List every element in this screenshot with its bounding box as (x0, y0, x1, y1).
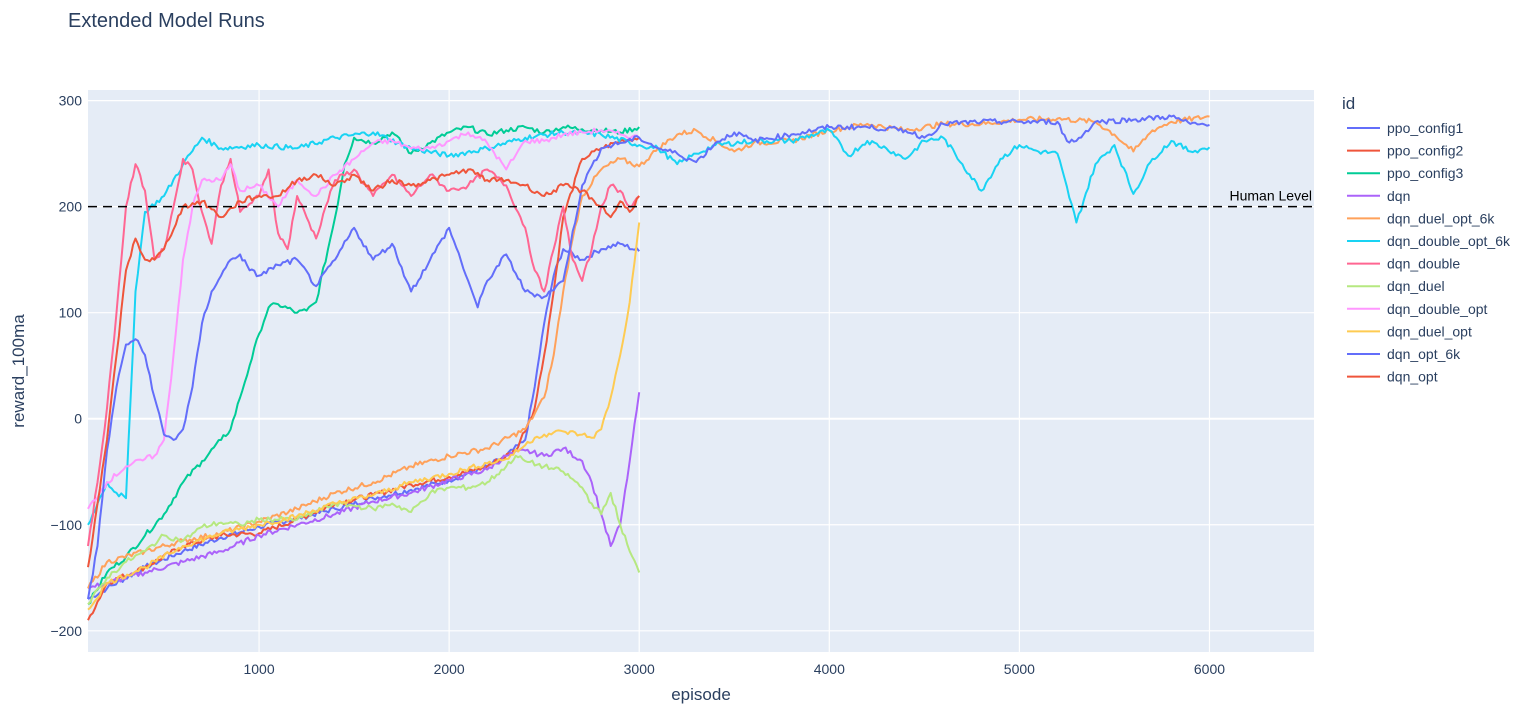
series-line-dqn_opt (87, 168, 640, 568)
legend-label-ppo_config1: ppo_config1 (1387, 120, 1464, 136)
legend-label-dqn_duel_opt_6k: dqn_duel_opt_6k (1387, 210, 1495, 226)
legend-label-ppo_config2: ppo_config2 (1387, 143, 1464, 159)
series-line-dqn_duel (87, 454, 641, 605)
x-tick-label: 2000 (434, 661, 465, 677)
y-tick-label: 200 (59, 199, 83, 215)
x-tick-labels: 1000 2000 3000 4000 5000 6000 (243, 661, 1225, 677)
legend-label-dqn_opt: dqn_opt (1387, 369, 1438, 385)
y-axis-title: reward_100ma (9, 314, 28, 428)
series-line-dqn_duel_opt (87, 222, 641, 611)
x-tick-label: 3000 (624, 661, 655, 677)
legend-title: id (1342, 94, 1355, 113)
series-line-dqn_double (87, 157, 640, 547)
chart-title: Extended Model Runs (68, 10, 265, 32)
series-layer (87, 114, 1211, 621)
grid-layer (88, 90, 1314, 652)
x-tick-label: 6000 (1194, 661, 1225, 677)
plot-background (88, 90, 1314, 652)
x-axis-title: episode (671, 685, 731, 704)
x-tick-label: 4000 (814, 661, 845, 677)
legend-label-dqn: dqn (1387, 188, 1410, 204)
y-tick-label: 300 (59, 93, 83, 109)
legend-label-ppo_config3: ppo_config3 (1387, 165, 1464, 181)
series-line-ppo_config3 (87, 124, 640, 606)
x-tick-label: 1000 (243, 661, 274, 677)
y-tick-label: 100 (59, 305, 83, 321)
legend-label-dqn_double_opt_6k: dqn_double_opt_6k (1387, 233, 1511, 249)
legend-label-dqn_duel: dqn_duel (1387, 278, 1445, 294)
legend-label-dqn_opt_6k: dqn_opt_6k (1387, 346, 1461, 362)
x-tick-label: 5000 (1004, 661, 1035, 677)
reference-line-layer: Human Level (88, 188, 1314, 208)
y-tick-label: −200 (50, 623, 82, 639)
human-level-label: Human Level (1230, 188, 1313, 204)
series-line-dqn_double_opt_6k (87, 127, 1211, 526)
series-line-dqn_double_opt (87, 127, 640, 510)
legend-label-dqn_duel_opt: dqn_duel_opt (1387, 323, 1472, 339)
y-tick-label: −100 (50, 517, 82, 533)
y-tick-label: 0 (74, 411, 82, 427)
legend-label-dqn_double_opt: dqn_double_opt (1387, 301, 1488, 317)
legend-label-dqn_double: dqn_double (1387, 256, 1460, 272)
series-line-dqn_opt_6k (87, 114, 1210, 600)
series-line-dqn_duel_opt_6k (87, 115, 1210, 589)
series-line-dqn (87, 392, 641, 590)
y-tick-labels: −200 −100 0 100 200 300 (50, 93, 82, 639)
